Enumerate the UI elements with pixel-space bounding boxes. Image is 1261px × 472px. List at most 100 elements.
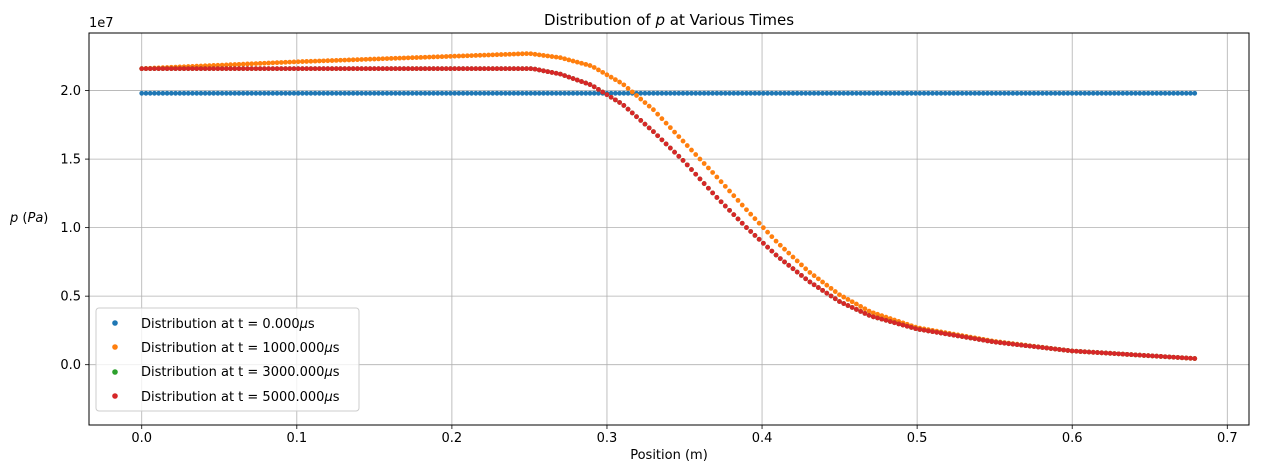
data-point — [202, 90, 208, 96]
data-point — [350, 57, 356, 63]
y-tick-label: 1.5 — [60, 153, 81, 168]
data-point — [760, 225, 766, 231]
data-point — [947, 90, 952, 96]
data-point — [693, 152, 699, 157]
data-point — [409, 90, 415, 96]
data-point — [684, 90, 690, 96]
data-point — [557, 55, 563, 61]
data-point — [316, 58, 322, 64]
data-point — [727, 188, 732, 194]
data-point — [152, 90, 157, 96]
data-point — [384, 66, 390, 72]
data-point — [418, 66, 424, 72]
data-point — [697, 90, 703, 96]
x-tick-label: 0.7 — [1217, 431, 1238, 446]
data-point — [194, 90, 200, 96]
data-point — [765, 90, 770, 96]
data-point — [980, 337, 986, 343]
data-point — [414, 90, 420, 96]
data-point — [828, 90, 834, 96]
data-point — [384, 90, 390, 96]
data-point — [706, 185, 711, 191]
data-point — [486, 52, 491, 58]
data-point — [304, 66, 310, 72]
data-point — [240, 61, 246, 67]
data-point — [431, 90, 436, 96]
data-point — [316, 66, 322, 72]
data-point — [887, 319, 893, 324]
data-point — [494, 52, 500, 58]
data-point — [325, 66, 331, 72]
data-point — [841, 294, 847, 300]
data-point — [625, 106, 631, 112]
data-point — [223, 90, 229, 96]
data-point — [655, 133, 661, 139]
data-point — [824, 90, 830, 96]
data-point — [270, 60, 276, 66]
data-point — [1031, 344, 1037, 349]
data-point — [904, 90, 910, 96]
data-point — [980, 90, 986, 96]
data-point — [837, 90, 842, 96]
data-point — [612, 77, 618, 83]
data-point — [883, 90, 889, 96]
data-point — [545, 53, 551, 59]
data-point — [257, 90, 263, 96]
data-point — [1061, 90, 1067, 96]
series-points — [139, 51, 1198, 361]
data-point — [257, 66, 263, 72]
series-points — [139, 90, 1198, 96]
data-point — [1052, 346, 1058, 352]
data-point — [452, 53, 458, 59]
data-point — [490, 52, 496, 58]
data-point — [710, 190, 716, 196]
data-point — [143, 66, 149, 72]
data-point — [1048, 90, 1054, 96]
data-point — [925, 328, 931, 334]
data-point — [748, 211, 754, 217]
data-point — [820, 90, 825, 96]
data-point — [278, 60, 284, 65]
data-point — [600, 89, 606, 95]
data-point — [308, 90, 314, 96]
data-point — [261, 90, 267, 96]
data-point — [439, 54, 445, 60]
data-point — [845, 90, 851, 96]
data-point — [777, 256, 783, 261]
data-point — [431, 54, 436, 60]
data-point — [156, 90, 162, 96]
data-point — [287, 59, 293, 65]
data-point — [388, 66, 394, 72]
data-point — [811, 273, 817, 279]
legend-marker — [112, 344, 118, 350]
data-point — [591, 65, 597, 70]
data-point — [291, 59, 297, 65]
data-point — [997, 340, 1003, 346]
data-point — [312, 58, 318, 64]
data-point — [896, 321, 902, 327]
data-point — [621, 103, 627, 108]
data-point — [333, 57, 339, 63]
legend-box — [95, 307, 360, 412]
data-point — [1141, 353, 1147, 358]
data-point — [532, 90, 538, 96]
data-point — [913, 90, 919, 96]
data-point — [866, 312, 872, 318]
data-point — [152, 66, 157, 72]
data-point — [646, 125, 652, 131]
data-point — [515, 51, 521, 57]
data-point — [752, 216, 758, 222]
data-point — [900, 322, 906, 328]
data-point — [773, 90, 779, 96]
data-point — [1002, 340, 1007, 346]
data-point — [1010, 341, 1016, 347]
data-point — [608, 94, 614, 100]
data-point — [257, 61, 263, 66]
data-point — [629, 89, 635, 95]
data-point — [541, 68, 546, 74]
data-point — [405, 90, 411, 96]
data-point — [490, 90, 496, 96]
data-point — [638, 90, 644, 96]
data-point — [232, 90, 238, 96]
data-point — [904, 323, 910, 329]
